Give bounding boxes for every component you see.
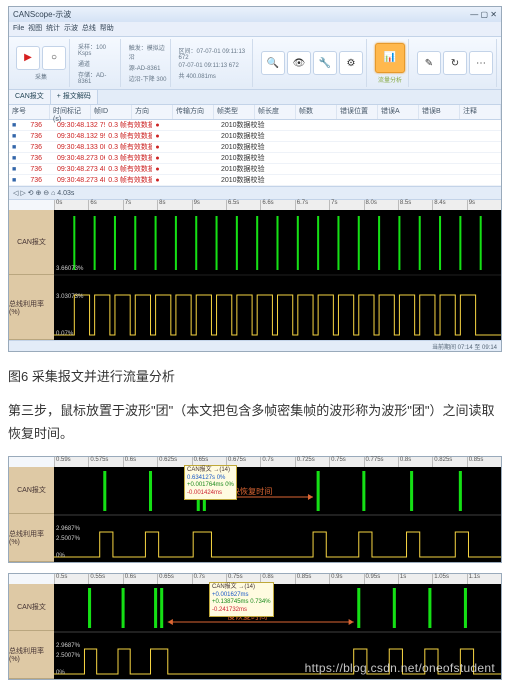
table-row[interactable]: ■73609:30:48.273 4800.3 帧有效数据●2010数据校验类型… — [9, 175, 501, 186]
oscilloscope[interactable]: CAN报文 总线利用率(%) 2.9687% 2.5007% 0% 快恢复时间 — [9, 467, 501, 562]
svg-text:3.03073%: 3.03073% — [56, 294, 84, 300]
tab-can[interactable]: CAN报文 — [9, 90, 51, 104]
mini-scope-1: 0.59s0.575s0.6s0.625s0.65s0.675s0.7s0.72… — [8, 456, 502, 563]
table-row[interactable]: ■73609:30:48.132 7950.3 帧有效数据●2010数据校验类型… — [9, 120, 501, 131]
title-bar: CANScope-示波 — ▢ ✕ — [9, 7, 501, 22]
y-val-a: 3.66073% — [56, 266, 84, 272]
svg-text:2.9687%: 2.9687% — [56, 526, 81, 532]
svg-text:0%: 0% — [56, 553, 65, 559]
svg-text:2.9687%: 2.9687% — [56, 643, 81, 649]
tab-decode[interactable]: + 报文解码 — [51, 90, 98, 104]
edit-icon[interactable]: ✎ — [417, 51, 441, 75]
wrench-icon[interactable]: 🔧 — [313, 51, 337, 75]
watermark: https://blog.csdn.net/oneofstudent — [305, 661, 495, 675]
time-ruler: 0.59s0.575s0.6s0.625s0.65s0.675s0.7s0.72… — [54, 457, 501, 467]
table-row[interactable]: ■73609:30:48.273 0690.3 帧有效数据●2010数据校验类型… — [9, 153, 501, 164]
zoom-icon[interactable]: 🔍 — [261, 51, 285, 75]
ribbon-more: ✎ ↻ ⋯ — [414, 39, 497, 87]
app-title: CANScope-示波 — [13, 9, 71, 20]
table-row[interactable]: ■73609:30:48.133 0830.3 帧有效数据●2010数据校验类型… — [9, 142, 501, 153]
svg-text:0%: 0% — [56, 670, 65, 676]
svg-text:2.5007%: 2.5007% — [56, 653, 81, 659]
scope-canvas[interactable]: 2.9687% 2.5007% 0% 快恢复时间 CAN报文 →(14) 0.6… — [54, 467, 501, 562]
oscilloscope[interactable]: CAN报文 总线利用率(%) 3.66073% 3.03073% 0.07% — [9, 210, 501, 340]
ribbon-record: ▶ ○ 采集 — [13, 39, 70, 87]
table-row[interactable]: ■73609:30:48.132 9910.3 帧有效数据●2010数据校验类型… — [9, 131, 501, 142]
menu-bar[interactable]: File 视图 统计 示波 总线 帮助 — [9, 22, 501, 37]
ribbon-highlight[interactable]: 📊 流量分析 — [372, 39, 409, 87]
view-tabs[interactable]: CAN报文 + 报文解码 — [9, 90, 501, 105]
eye-icon[interactable]: 👁 — [287, 51, 311, 75]
canscope-window: CANScope-示波 — ▢ ✕ File 视图 统计 示波 总线 帮助 ▶ … — [8, 6, 502, 352]
ribbon-tools: 🔍 👁 🔧 ⚙ — [258, 39, 367, 87]
message-grid[interactable]: ■73609:30:48.132 7950.3 帧有效数据●2010数据校验类型… — [9, 120, 501, 186]
body-paragraph: 第三步，鼠标放置于波形"团"（本文把包含多帧密集帧的波形称为波形"团"）之间读取… — [8, 399, 502, 446]
time-ruler: 0s6s7s8s9s6.5s6.6s6.7s7s8.0s8.5s8.4s9s — [54, 200, 501, 210]
ribbon-time: 区间：07-07-01 09:11:13 672 07-07-01 09:11:… — [176, 39, 253, 87]
svg-text:2.5007%: 2.5007% — [56, 536, 81, 542]
traffic-analysis-button[interactable]: 📊 — [375, 43, 405, 73]
time-ruler: 0.5s0.55s0.6s0.65s0.7s0.75s0.8s0.85s0.9s… — [54, 574, 501, 584]
more-icon[interactable]: ⋯ — [469, 51, 493, 75]
cursor-tooltip: CAN报文 →(14) +0.001627ms +0.138745ms 0.73… — [209, 582, 274, 617]
scope-toolbar[interactable]: ◁ ▷ ⟲ ⊕ ⊖ ⌂ 4.03s — [9, 186, 501, 200]
trace-label-util: 总线利用率(%) — [9, 275, 54, 340]
table-row[interactable]: ■73609:30:48.273 4010.3 帧有效数据●2010数据校验类型… — [9, 164, 501, 175]
refresh-icon[interactable]: ↻ — [443, 51, 467, 75]
ribbon-trigger: 触发：模拟边沿 源-AD-8361 边沿-下降 300 — [126, 39, 171, 87]
ribbon-rate: 采样：100 Ksps 通道 存储：AD-8361 — [75, 39, 121, 87]
scope-canvas[interactable]: 3.66073% 3.03073% 0.07% — [54, 210, 501, 340]
trace-label-can: CAN报文 — [9, 210, 54, 275]
gear-icon[interactable]: ⚙ — [339, 51, 363, 75]
stop-button[interactable]: ○ — [42, 46, 66, 70]
window-controls[interactable]: — ▢ ✕ — [470, 10, 497, 19]
grid-header: 序号时间标记(s)帧ID方向传输方向帧类型帧长度帧数错误位置错误A错误B注释 — [9, 105, 501, 120]
figure-caption-6: 图6 采集报文并进行流量分析 — [8, 366, 502, 385]
cursor-tooltip: CAN报文 →(14) 0.634127s 0% +0.001764ms 0% … — [184, 465, 237, 500]
svg-text:快恢复时间: 快恢复时间 — [232, 486, 273, 496]
ribbon: ▶ ○ 采集 采样：100 Ksps 通道 存储：AD-8361 触发：模拟边沿… — [9, 37, 501, 90]
mini-scope-2: 0.5s0.55s0.6s0.65s0.7s0.75s0.8s0.85s0.9s… — [8, 573, 502, 680]
status-bar: 当前期间 07:14 至 09:14 — [9, 340, 501, 351]
svg-text:0.07%: 0.07% — [56, 331, 74, 337]
play-button[interactable]: ▶ — [16, 46, 40, 70]
